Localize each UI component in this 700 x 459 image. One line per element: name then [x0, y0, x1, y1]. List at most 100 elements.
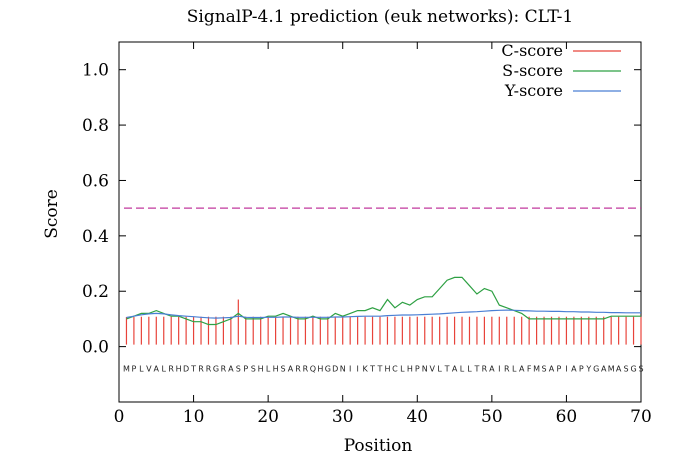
sequence-residue: S: [542, 365, 547, 374]
sequence-residue: T: [190, 365, 196, 374]
sequence-residue: R: [504, 365, 510, 374]
sequence-residue: Y: [585, 365, 591, 374]
sequence-residue: A: [228, 365, 234, 374]
sequence-residue: F: [527, 365, 532, 374]
sequence-residue: A: [549, 365, 555, 374]
x-tick-label: 50: [481, 407, 503, 427]
sequence-residue: Q: [310, 365, 316, 374]
sequence-residue: T: [444, 365, 450, 374]
x-tick-label: 40: [406, 407, 428, 427]
y-tick-label: 0.0: [82, 338, 109, 358]
sequence-residue: H: [407, 365, 413, 374]
sequence-residue: A: [452, 365, 458, 374]
sequence-residue: D: [332, 365, 338, 374]
x-tick-label: 70: [630, 407, 652, 427]
sequence-residue: L: [266, 365, 271, 374]
sequence-residue: H: [176, 365, 182, 374]
score-lines: [126, 276, 641, 326]
x-tick-label: 0: [114, 407, 125, 427]
sequence-residue: L: [460, 365, 465, 374]
sequence-residue: V: [429, 365, 435, 374]
sequence-residue: A: [154, 365, 160, 374]
sequence-residue: V: [146, 365, 152, 374]
sequence-residue: R: [303, 365, 309, 374]
sequence-residue: A: [288, 365, 294, 374]
sequence-residue: S: [281, 365, 286, 374]
sequence-residue: A: [519, 365, 525, 374]
plot-frame: [118, 41, 642, 403]
s-score-line: [126, 276, 641, 326]
x-axis-ticks: 0 10 20 30 40 50 60 70: [114, 42, 652, 427]
x-tick-label: 60: [556, 407, 578, 427]
sequence-residue: D: [183, 365, 189, 374]
sequence-residue: S: [251, 365, 256, 374]
sequence-residue: L: [162, 365, 167, 374]
sequence-residue: T: [377, 365, 383, 374]
sequence-residue: K: [362, 365, 368, 374]
sequence-residue: A: [616, 365, 622, 374]
sequence-residue: R: [221, 365, 227, 374]
c-score-impulses: [125, 299, 642, 345]
sequence-residue: C: [392, 365, 398, 374]
sequence-residue: N: [340, 365, 346, 374]
sequence-residue: S: [236, 365, 241, 374]
y-tick-label: 0.4: [82, 227, 109, 247]
sequence-residue: P: [415, 365, 420, 374]
sequence-residue: I: [356, 365, 358, 374]
legend-label: Y-score: [504, 81, 563, 100]
sequence-residue: R: [206, 365, 212, 374]
sequence-residue: I: [565, 365, 567, 374]
sequence-residue: L: [400, 365, 405, 374]
y-axis-label: Score: [42, 189, 62, 239]
sequence-residue: S: [638, 365, 643, 374]
sequence-residue: P: [579, 365, 584, 374]
sequence-residue: G: [630, 365, 636, 374]
y-tick-label: 1.0: [82, 61, 109, 81]
sequence-residue: N: [422, 365, 428, 374]
sequence-residue: A: [489, 365, 495, 374]
chart-title: SignalP-4.1 prediction (euk networks): C…: [187, 7, 573, 27]
sequence-residue: T: [473, 365, 479, 374]
sequence-residue: P: [132, 365, 137, 374]
sequence-residue: R: [168, 365, 174, 374]
y-tick-label: 0.6: [82, 171, 109, 191]
sequence-residue: R: [198, 365, 204, 374]
y-axis-ticks: 0.0 0.2 0.4 0.6 0.8 1.0: [82, 61, 641, 358]
x-tick-label: 30: [332, 407, 354, 427]
legend-label: S-score: [502, 61, 563, 80]
sequence-residue: P: [243, 365, 248, 374]
sequence-residue: L: [467, 365, 472, 374]
sequence-residue: L: [139, 365, 144, 374]
sequence-residue: H: [273, 365, 279, 374]
sequence-residue: I: [349, 365, 351, 374]
sequence-residue: I: [498, 365, 500, 374]
sequence-residue: P: [557, 365, 562, 374]
sequence-residue: M: [533, 365, 540, 374]
x-tick-label: 20: [257, 407, 279, 427]
y-tick-label: 0.2: [82, 282, 109, 302]
sequence-residue: R: [482, 365, 488, 374]
legend-label: C-score: [501, 41, 563, 60]
sequence-residue: G: [325, 365, 331, 374]
y-score-line: [126, 309, 641, 319]
sequence-residue: H: [258, 365, 264, 374]
sequence-residue: A: [601, 365, 607, 374]
sequence-residue: A: [571, 365, 577, 374]
sequence-residue: L: [512, 365, 517, 374]
sequence-residue: G: [213, 365, 219, 374]
sequence-residue: M: [123, 365, 130, 374]
sequence-residue: H: [384, 365, 390, 374]
sequence-residue: S: [624, 365, 629, 374]
x-axis-label: Position: [344, 436, 413, 456]
sequence-residue: H: [317, 365, 323, 374]
sequence-residue: L: [437, 365, 442, 374]
sequence-residue: T: [369, 365, 375, 374]
sequence-residue: R: [295, 365, 301, 374]
y-tick-label: 0.8: [82, 116, 109, 136]
sequence-residue: G: [593, 365, 599, 374]
sequence-residue: M: [608, 365, 615, 374]
x-tick-label: 10: [183, 407, 205, 427]
